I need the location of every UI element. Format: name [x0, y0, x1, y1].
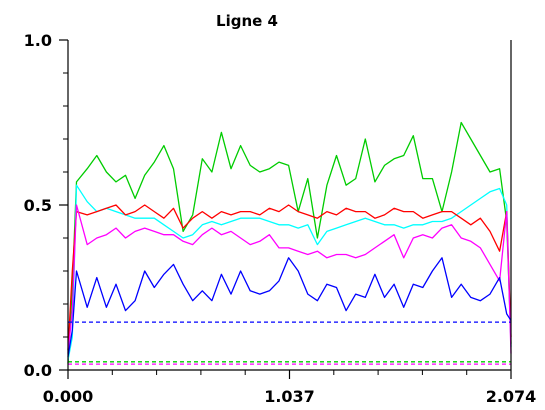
x-tick-label: 2.074 — [486, 387, 537, 406]
y-tick-label: 0.0 — [24, 361, 52, 380]
y-tick-label: 0.5 — [24, 196, 52, 215]
series-line-5 — [67, 257, 512, 357]
x-tick-label: 0.000 — [43, 387, 94, 406]
series-line-1 — [67, 121, 512, 364]
y-tick-label: 1.0 — [24, 31, 52, 50]
series-layer — [67, 121, 512, 365]
ticks-layer: 0.0 0.5 1.0 0.000 1.037 2.074 — [24, 31, 537, 406]
series-line-4 — [67, 204, 512, 354]
chart-title: Ligne 4 — [216, 12, 278, 30]
series-line-3 — [67, 204, 512, 351]
x-tick-label: 1.037 — [264, 387, 315, 406]
series-line-2 — [67, 184, 512, 361]
